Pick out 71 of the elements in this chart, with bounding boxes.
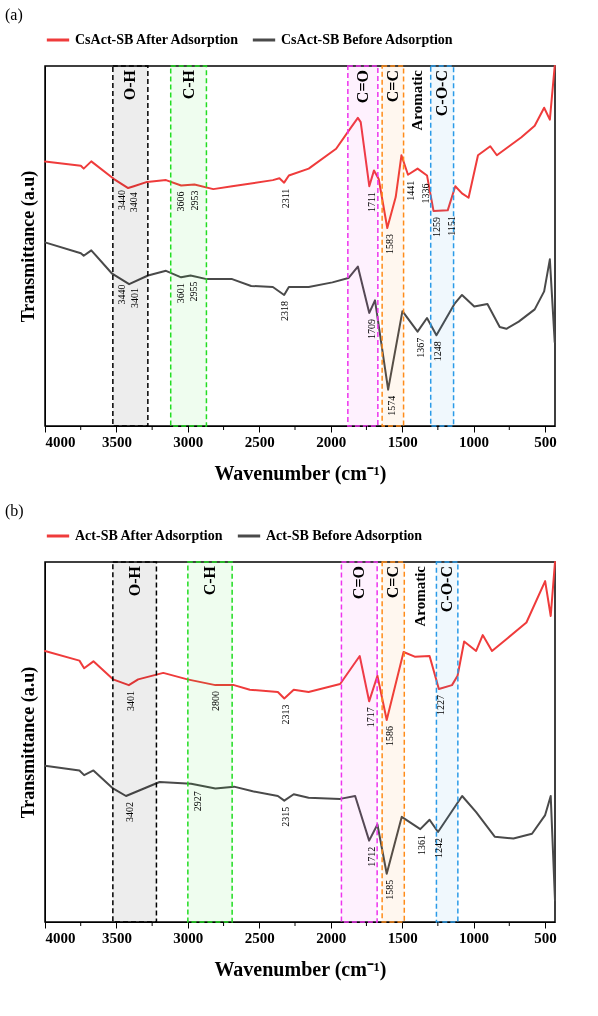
annotation: 1336 [419,183,431,204]
x-tick-label: 1000 [459,929,490,946]
annotation: 3440 [116,190,128,211]
x-tick-label: 1500 [387,433,418,450]
band-label: C-O-C [433,70,451,117]
x-tick-label: 1000 [459,433,490,450]
y-axis-title: Transmittance (a.u) [17,666,39,819]
annotation: 3440 [116,284,128,305]
band-label: C=C [383,70,401,103]
annotation: 1441 [404,180,416,201]
annotation: 3601 [174,283,186,304]
band-label: C-H [179,69,197,100]
annotation: Aromatic [409,69,426,131]
annotation: 1227 [435,695,447,716]
annotation: 2313 [280,704,291,725]
x-tick-label: 2000 [316,433,347,450]
band-label: C-O-C [438,566,456,613]
annotation: 1367 [415,337,427,358]
annotation: 2953 [188,190,200,211]
band-label: O-H [121,69,139,101]
band-label: C=O [350,566,368,600]
annotation: Aromatic [412,565,429,627]
legend-label: Act-SB Before Adsorption [266,528,423,543]
legend-label: CsAct-SB Before Adsorption [281,32,453,47]
annotation: 2311 [280,188,292,209]
x-tick-label: 2500 [244,433,275,450]
annotation: 1585 [384,879,395,900]
annotation: 1361 [416,835,427,856]
x-tick-label: 3500 [101,433,132,450]
annotation: 1586 [383,726,395,747]
annotation: 2955 [188,281,200,302]
band-label: C-H [201,565,218,596]
annotation: 3402 [124,802,136,822]
annotation: 3401 [129,288,140,308]
chart-title: (a) [5,6,23,24]
band-label: O-H [125,565,143,597]
annotation: 1151 [446,216,457,236]
x-tick-label: 4000 [45,433,76,450]
annotation: 1259 [430,217,442,238]
annotation: 1583 [384,234,396,254]
annotation: 1242 [433,838,444,858]
x-tick-label: 500 [534,433,557,450]
annotation: 1711 [366,192,377,212]
x-tick-label: 1500 [387,929,418,946]
x-tick-label: 4000 [45,929,76,946]
x-tick-label: 3500 [101,929,132,946]
y-axis-title: Transmittance (a.u) [17,170,39,323]
annotation: 1574 [385,395,397,416]
annotation: 2800 [210,691,222,712]
legend-label: CsAct-SB After Adsorption [75,32,239,47]
x-tick-label: 500 [534,929,557,946]
annotation: 3606 [174,191,186,212]
x-tick-label: 3000 [173,433,204,450]
annotation: 1709 [366,318,378,339]
annotation: 1717 [365,707,377,728]
band-label: C=O [353,70,371,104]
annotation: 1712 [365,846,377,867]
annotation: 2927 [192,791,204,812]
annotation: 3404 [127,192,139,213]
legend-label: Act-SB After Adsorption [75,528,223,543]
x-tick-label: 3000 [173,929,204,946]
band-label: C=C [384,566,402,599]
annotation: 2318 [279,300,291,321]
x-axis-title: Wavenumber (cm⁻¹) [214,957,387,981]
x-tick-label: 2500 [244,929,275,946]
annotation: 3401 [124,691,136,712]
x-axis-title: Wavenumber (cm⁻¹) [214,461,387,485]
x-tick-label: 2000 [316,929,347,946]
annotation: 1248 [432,341,444,362]
chart-title: (b) [5,502,24,520]
annotation: 2315 [279,806,291,827]
